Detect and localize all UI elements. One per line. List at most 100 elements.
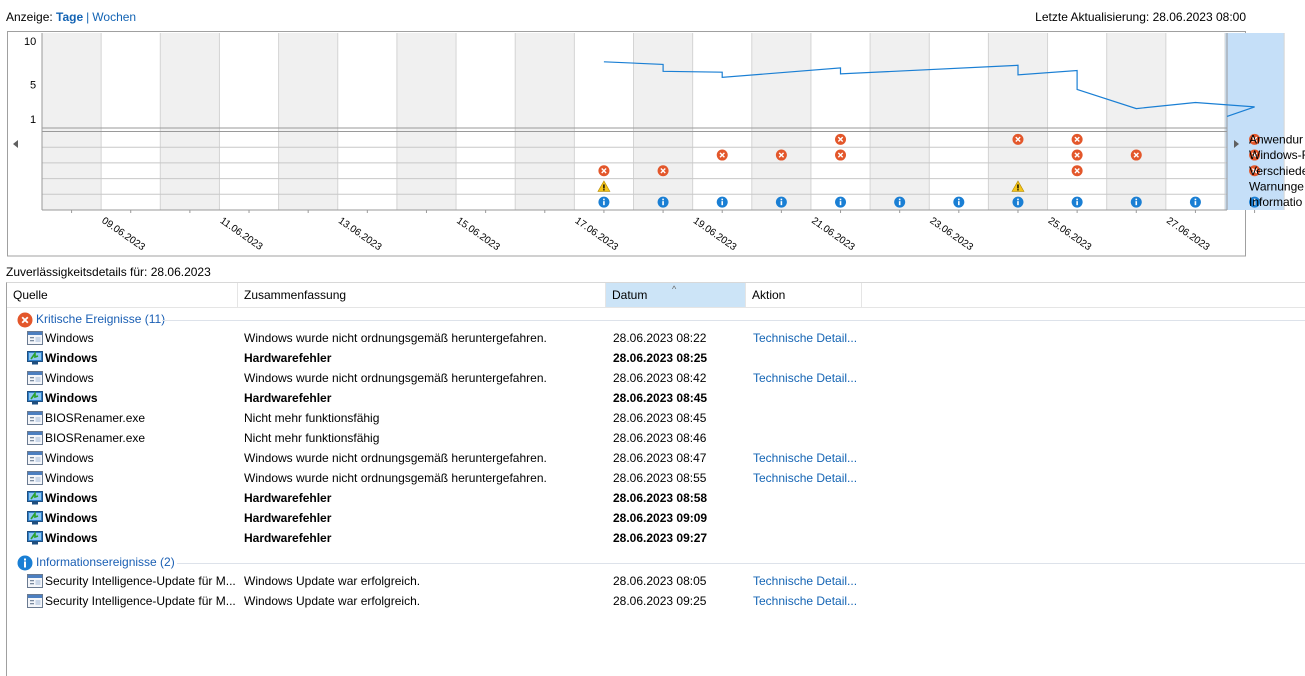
technical-details-link[interactable]: Technische Detail... xyxy=(753,331,858,345)
details-table: Quelle Zusammenfassung Datum ^ Aktion Kr… xyxy=(6,282,1305,676)
scroll-left-icon[interactable] xyxy=(13,140,18,148)
cell-summary: Windows wurde nicht ordnungsgemäß herunt… xyxy=(244,371,547,385)
table-row[interactable]: Windows Hardwarefehler 28.06.2023 09:27 xyxy=(7,528,867,548)
hardware-icon xyxy=(27,351,43,365)
y-tick-label: 1 xyxy=(30,114,36,126)
day-column[interactable] xyxy=(219,33,279,210)
window-icon xyxy=(27,471,43,485)
category-label: Windows-F xyxy=(1249,148,1305,162)
day-column[interactable] xyxy=(810,33,871,210)
cell-summary: Hardwarefehler xyxy=(244,391,332,405)
details-title: Zuverlässigkeitsdetails für: 28.06.2023 xyxy=(6,265,211,279)
group-divider xyxy=(162,320,1305,321)
view-switch: Anzeige: Tage | Wochen xyxy=(6,10,136,24)
info-marker-icon[interactable] xyxy=(1012,196,1024,208)
technical-details-link[interactable]: Technische Detail... xyxy=(753,371,858,385)
info-marker-icon[interactable] xyxy=(1249,196,1261,208)
group-information-events[interactable]: Informationsereignisse (2) xyxy=(17,552,1305,572)
warning-marker-icon[interactable] xyxy=(1011,180,1025,192)
error-marker-icon[interactable] xyxy=(1071,133,1083,145)
cell-source: BIOSRenamer.exe xyxy=(45,431,146,445)
error-marker-icon[interactable] xyxy=(598,165,610,177)
table-row[interactable]: Windows Windows wurde nicht ordnungsgemäß… xyxy=(7,328,867,348)
selected-day-column[interactable] xyxy=(1225,33,1285,210)
warning-marker-icon[interactable] xyxy=(597,180,611,192)
table-header: Quelle Zusammenfassung Datum ^ Aktion xyxy=(7,283,1305,308)
info-icon xyxy=(17,555,33,571)
group-critical-events[interactable]: Kritische Ereignisse (11) xyxy=(17,309,1305,329)
group-label: Kritische Ereignisse (11) xyxy=(36,312,166,326)
window-icon xyxy=(27,574,43,588)
table-row[interactable]: BIOSRenamer.exe Nicht mehr funktionsfähig… xyxy=(7,428,867,448)
day-column[interactable] xyxy=(396,33,457,210)
table-row[interactable]: Windows Windows wurde nicht ordnungsgemäß… xyxy=(7,468,867,488)
error-marker-icon[interactable] xyxy=(1012,133,1024,145)
day-column[interactable] xyxy=(633,33,693,210)
table-row[interactable]: Windows Hardwarefehler 28.06.2023 09:09 xyxy=(7,508,867,528)
technical-details-link[interactable]: Technische Detail... xyxy=(753,451,858,465)
cell-date: 28.06.2023 08:58 xyxy=(613,491,708,505)
column-header-date[interactable]: Datum ^ xyxy=(606,283,746,307)
error-marker-icon[interactable] xyxy=(835,149,847,161)
day-column[interactable] xyxy=(515,33,575,210)
info-marker-icon[interactable] xyxy=(1130,196,1142,208)
error-marker-icon[interactable] xyxy=(1249,149,1261,161)
cell-source: Windows xyxy=(45,371,94,385)
info-marker-icon[interactable] xyxy=(1071,196,1083,208)
table-row[interactable]: BIOSRenamer.exe Nicht mehr funktionsfähig… xyxy=(7,408,867,428)
error-marker-icon[interactable] xyxy=(1130,149,1142,161)
technical-details-link[interactable]: Technische Detail... xyxy=(753,574,858,588)
error-marker-icon[interactable] xyxy=(775,149,787,161)
view-days-link[interactable]: Tage xyxy=(56,10,84,24)
info-marker-icon[interactable] xyxy=(953,196,965,208)
cell-date: 28.06.2023 08:46 xyxy=(613,431,707,445)
scroll-right-icon[interactable] xyxy=(1234,140,1239,148)
cell-summary: Nicht mehr funktionsfähig xyxy=(244,411,380,425)
day-column[interactable] xyxy=(1165,33,1225,210)
cell-source: Windows xyxy=(45,471,94,485)
info-marker-icon[interactable] xyxy=(894,196,906,208)
column-header-action[interactable]: Aktion xyxy=(746,283,862,307)
view-weeks-link[interactable]: Wochen xyxy=(92,10,137,24)
day-column[interactable] xyxy=(337,33,397,210)
category-label: Warnunge xyxy=(1249,179,1304,193)
table-row[interactable]: Security Intelligence-Update für M... Win… xyxy=(7,571,867,591)
day-column[interactable] xyxy=(692,33,752,210)
error-marker-icon[interactable] xyxy=(1249,133,1261,145)
day-column[interactable] xyxy=(870,33,930,210)
info-marker-icon[interactable] xyxy=(716,196,728,208)
day-column[interactable] xyxy=(1106,33,1166,210)
day-column[interactable] xyxy=(1047,33,1107,210)
info-marker-icon[interactable] xyxy=(775,196,787,208)
info-marker-icon[interactable] xyxy=(657,196,669,208)
info-marker-icon[interactable] xyxy=(835,196,847,208)
error-marker-icon[interactable] xyxy=(1071,165,1083,177)
error-marker-icon[interactable] xyxy=(657,165,669,177)
info-marker-icon[interactable] xyxy=(1189,196,1201,208)
day-column[interactable] xyxy=(929,33,989,210)
error-marker-icon[interactable] xyxy=(1071,149,1083,161)
day-column[interactable] xyxy=(101,33,161,210)
error-marker-icon[interactable] xyxy=(835,133,847,145)
day-column[interactable] xyxy=(160,33,220,210)
technical-details-link[interactable]: Technische Detail... xyxy=(753,471,858,485)
table-row[interactable]: Windows Hardwarefehler 28.06.2023 08:58 xyxy=(7,488,867,508)
table-row[interactable]: Windows Windows wurde nicht ordnungsgemäß… xyxy=(7,368,867,388)
cell-summary: Hardwarefehler xyxy=(244,531,332,545)
day-column[interactable] xyxy=(751,33,811,210)
column-header-summary[interactable]: Zusammenfassung xyxy=(238,283,606,307)
day-column[interactable] xyxy=(456,33,516,210)
technical-details-link[interactable]: Technische Detail... xyxy=(753,594,858,608)
table-row[interactable]: Security Intelligence-Update für M... Win… xyxy=(7,591,867,611)
column-header-source[interactable]: Quelle xyxy=(7,283,238,307)
day-column[interactable] xyxy=(42,33,102,210)
cell-date: 28.06.2023 08:45 xyxy=(613,391,708,405)
day-column[interactable] xyxy=(278,33,338,210)
table-row[interactable]: Windows Hardwarefehler 28.06.2023 08:25 xyxy=(7,348,867,368)
info-marker-icon[interactable] xyxy=(598,196,610,208)
error-marker-icon[interactable] xyxy=(1249,165,1261,177)
error-marker-icon[interactable] xyxy=(716,149,728,161)
table-row[interactable]: Windows Windows wurde nicht ordnungsgemäß… xyxy=(7,448,867,468)
table-row[interactable]: Windows Hardwarefehler 28.06.2023 08:45 xyxy=(7,388,867,408)
